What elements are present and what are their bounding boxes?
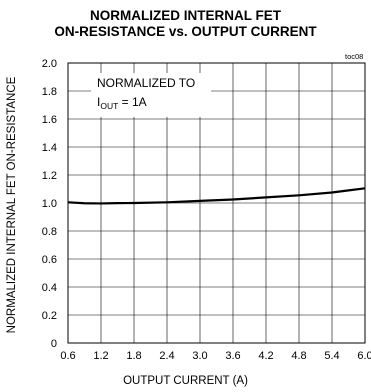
x-tick-label: 1.2	[93, 350, 108, 362]
y-tick-label: 1.8	[42, 86, 57, 98]
x-tick-label: 4.2	[258, 350, 273, 362]
y-tick-label: 0.4	[42, 282, 57, 294]
x-tick-label: 1.8	[126, 350, 141, 362]
y-axis-label: NORMALIZED INTERNAL FET ON-RESISTANCE	[6, 76, 18, 334]
y-tick-label: 2.0	[42, 58, 57, 70]
annotation-line1: NORMALIZED TO	[97, 76, 196, 90]
x-tick-label: 6.0	[357, 350, 371, 362]
chart-title-line2: ON-RESISTANCE vs. OUTPUT CURRENT	[54, 24, 317, 39]
y-tick-label: 1.4	[42, 142, 57, 154]
x-tick-label: 0.6	[60, 350, 75, 362]
x-tick-label: 2.4	[159, 350, 174, 362]
x-tick-label: 4.8	[291, 350, 306, 362]
chart-title-line1: NORMALIZED INTERNAL FET	[90, 8, 281, 23]
y-tick-label: 1.6	[42, 114, 57, 126]
y-tick-label: 1.0	[42, 198, 57, 210]
annotation-line2: IOUT = 1A	[97, 95, 147, 111]
y-tick-label: 0.6	[42, 254, 57, 266]
y-tick-label: 1.2	[42, 170, 57, 182]
x-tick-label: 5.4	[324, 350, 339, 362]
normalization-note: NORMALIZED TO IOUT = 1A	[91, 73, 211, 117]
x-tick-label: 3.6	[225, 350, 240, 362]
series-line	[67, 187, 366, 205]
x-tick-label: 3.0	[192, 350, 207, 362]
x-axis-label: OUTPUT CURRENT (A)	[123, 375, 248, 387]
y-tick-label: 0.8	[42, 226, 57, 238]
figure-id: toc08	[345, 52, 364, 61]
y-tick-label: 0.2	[42, 310, 57, 322]
y-tick-label: 0	[51, 338, 57, 350]
